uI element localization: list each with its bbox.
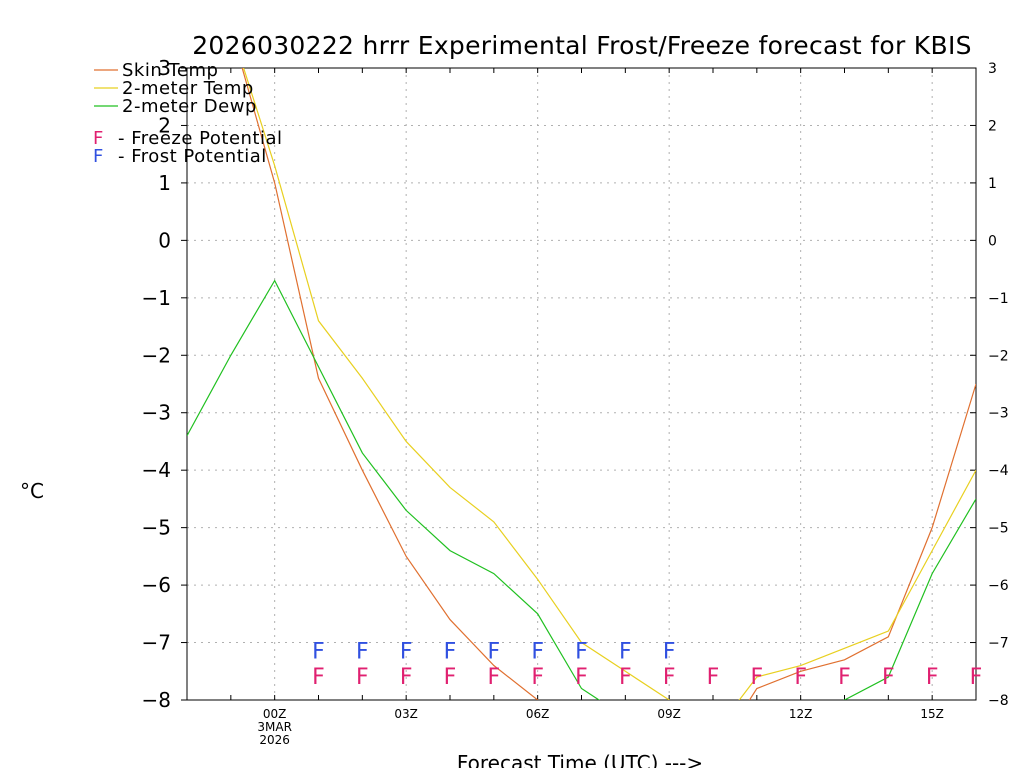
chart-title: 2026030222 hrrr Experimental Frost/Freez… xyxy=(192,31,972,60)
potential-markers: F F F F F F F F FF F F F F F F F F F F F F F F F xyxy=(312,639,982,690)
series-line-2-meter-dewp xyxy=(187,279,976,700)
y-tick-label-left: −8 xyxy=(142,688,171,712)
y-axis-right-ticks: 3 2 1 0 −1 −2 −3 −4 −5 −6 −7 −8 xyxy=(970,61,1009,709)
freeze-marker: F xyxy=(663,665,676,690)
x-tick-date: 3MAR xyxy=(257,720,292,734)
frost-marker: F xyxy=(312,639,325,664)
y-tick-label-left: −1 xyxy=(142,286,171,310)
frost-marker: F xyxy=(356,639,369,664)
series-line-skin-temp xyxy=(241,68,976,700)
y-tick-label-right: −5 xyxy=(988,521,1009,537)
freeze-marker: F xyxy=(400,665,413,690)
freeze-marker: F xyxy=(970,665,983,690)
x-tick-label: 15Z xyxy=(920,707,944,721)
x-tick-label: 09Z xyxy=(657,707,681,721)
y-tick-label-right: 3 xyxy=(988,61,997,77)
freeze-marker: F xyxy=(926,665,939,690)
y-tick-label-right: −8 xyxy=(988,693,1009,709)
series-line-2-meter-temp xyxy=(242,68,976,700)
y-tick-label-right: −2 xyxy=(988,348,1009,364)
frost-marker: F xyxy=(663,639,676,664)
y-tick-label-left: 2 xyxy=(158,113,171,137)
y-tick-label-right: 0 xyxy=(988,233,997,249)
x-tick-label: 06Z xyxy=(526,707,550,721)
legend-marker-label: - Frost Potential xyxy=(118,146,267,167)
freeze-marker: F xyxy=(838,665,851,690)
freeze-marker: F xyxy=(882,665,895,690)
freeze-marker: F xyxy=(751,665,764,690)
frost-marker: F xyxy=(619,639,632,664)
freeze-marker: F xyxy=(531,665,544,690)
frost-marker: F xyxy=(400,639,413,664)
y-tick-label-left: 3 xyxy=(158,56,171,80)
legend-label: 2-meter Dewp xyxy=(122,96,257,117)
plot-frame xyxy=(186,67,977,701)
legend-marker-glyph: F xyxy=(93,146,103,167)
y-tick-label-right: −6 xyxy=(988,578,1009,594)
y-tick-label-left: −3 xyxy=(142,401,171,425)
y-tick-label-left: −6 xyxy=(142,573,171,597)
frost-marker: F xyxy=(488,639,501,664)
y-tick-label-right: −4 xyxy=(988,463,1009,479)
y-tick-label-right: 1 xyxy=(988,176,997,192)
freeze-marker: F xyxy=(488,665,501,690)
frost-marker: F xyxy=(575,639,588,664)
y-axis-left-ticks: 3 2 1 0 −1 −2 −3 −4 −5 −6 −7 −8 xyxy=(142,56,187,712)
y-tick-label-left: −4 xyxy=(142,458,171,482)
freeze-marker: F xyxy=(794,665,807,690)
legend-label: 2-meter Temp xyxy=(122,78,254,99)
x-tick-year: 2026 xyxy=(259,733,290,747)
x-tick-label: 03Z xyxy=(394,707,418,721)
y-tick-label-right: 2 xyxy=(988,118,997,134)
y-axis-label: °C xyxy=(20,479,44,503)
freeze-marker: F xyxy=(356,665,369,690)
y-tick-label-left: −7 xyxy=(142,631,171,655)
y-tick-label-left: −5 xyxy=(142,516,171,540)
x-tick-label: 12Z xyxy=(789,707,813,721)
series-layer xyxy=(187,68,976,700)
frost-marker: F xyxy=(531,639,544,664)
y-tick-label-right: −7 xyxy=(988,636,1009,652)
grid-lines xyxy=(187,68,976,700)
x-tick-label: 00Z xyxy=(263,707,287,721)
freeze-marker: F xyxy=(444,665,457,690)
freeze-marker: F xyxy=(312,665,325,690)
y-tick-label-left: 1 xyxy=(158,171,171,195)
freeze-marker: F xyxy=(619,665,632,690)
x-axis-label: Forecast Time (UTC) ---> xyxy=(457,751,703,768)
freeze-marker: F xyxy=(575,665,588,690)
y-tick-label-left: 0 xyxy=(158,228,171,252)
y-tick-label-right: −1 xyxy=(988,291,1009,307)
legend-marker-label: - Freeze Potential xyxy=(118,128,283,149)
legend-label: Skin Temp xyxy=(122,60,218,81)
legend-marker-glyph: F xyxy=(93,128,103,149)
freeze-marker: F xyxy=(707,665,720,690)
y-tick-label-right: −3 xyxy=(988,406,1009,422)
frost-marker: F xyxy=(444,639,457,664)
y-tick-label-left: −2 xyxy=(142,343,171,367)
